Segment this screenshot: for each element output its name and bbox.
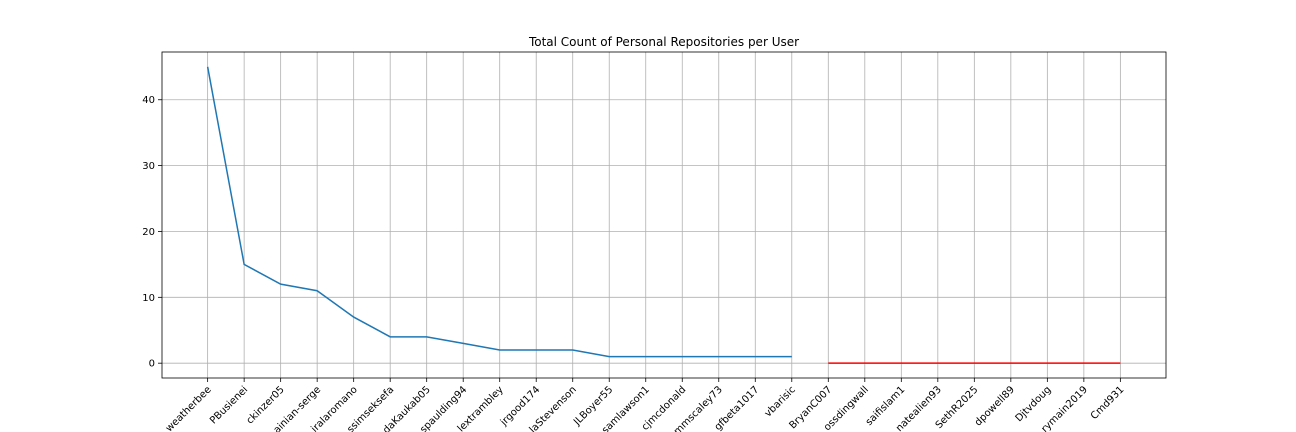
chart-title: Total Count of Personal Repositories per… bbox=[528, 35, 799, 49]
plot-frame bbox=[161, 51, 1167, 379]
y-tick-label: 30 bbox=[142, 161, 155, 172]
data-line bbox=[206, 66, 792, 358]
x-tick-label: Cmd931 bbox=[1089, 384, 1127, 422]
y-tick-label: 40 bbox=[142, 95, 155, 106]
y-tick-label: 20 bbox=[142, 227, 155, 238]
x-tick-label: PBusienei bbox=[208, 384, 250, 426]
y-tick-label: 0 bbox=[149, 359, 155, 370]
x-tick-label: dpowell89 bbox=[973, 384, 1017, 428]
x-tick-label: weatherbee bbox=[164, 384, 214, 432]
x-tick-label: vbarisic bbox=[763, 384, 798, 419]
y-tick-label: 10 bbox=[142, 293, 155, 304]
